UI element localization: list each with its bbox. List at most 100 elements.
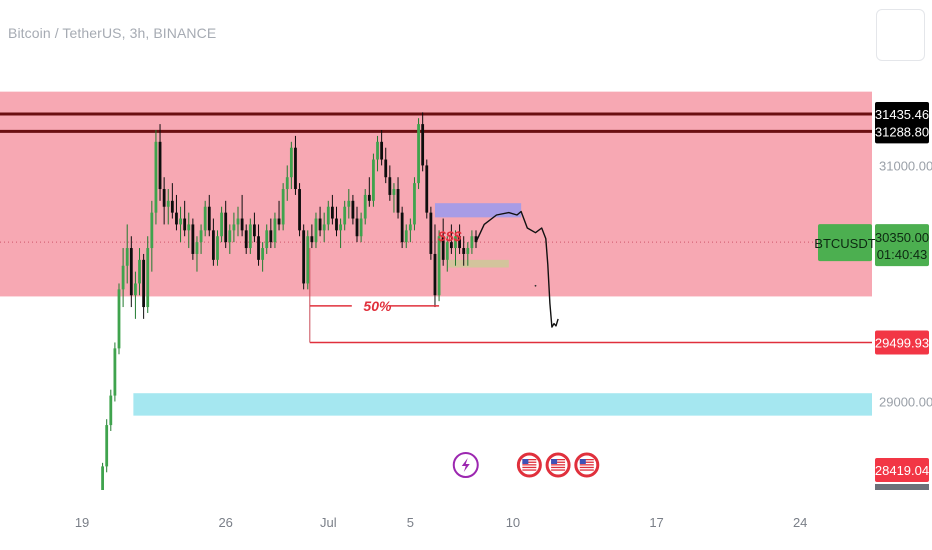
us-flag-icon-stripe	[551, 464, 566, 466]
chart-widget-button[interactable]	[876, 9, 925, 61]
candle-body	[170, 200, 174, 213]
candle	[134, 271, 137, 319]
candle-body	[207, 206, 211, 231]
candle-body	[232, 224, 236, 231]
symbol-tag-box	[818, 224, 872, 262]
candle-body	[253, 224, 256, 237]
candle	[117, 283, 121, 355]
candle	[359, 212, 363, 243]
candle	[175, 194, 178, 231]
candle	[125, 224, 129, 284]
candle	[269, 218, 273, 249]
us-flag-icon-stripe	[551, 461, 566, 463]
candle-body	[162, 189, 166, 207]
candle	[220, 206, 223, 243]
candle	[253, 212, 256, 243]
candle	[367, 177, 371, 207]
us-flag-icon	[516, 452, 542, 478]
symbol-tag-text: BTCUSDT	[814, 236, 875, 251]
candle	[347, 189, 351, 219]
candle-body	[314, 218, 318, 243]
price-tag: 28419.04	[875, 458, 929, 483]
candle	[228, 224, 232, 254]
liquidity-label: $$$	[437, 228, 462, 244]
candle	[449, 224, 453, 254]
candle	[380, 130, 384, 166]
chart-title: Bitcoin / TetherUS, 3h, BINANCE	[8, 25, 217, 41]
candle-body	[228, 230, 232, 243]
candle-body	[384, 159, 388, 178]
candle	[314, 212, 318, 249]
time-axis-label: 26	[218, 515, 232, 530]
candle-body	[326, 206, 330, 225]
candle	[351, 194, 355, 225]
purple-box	[434, 203, 522, 218]
projection-path	[475, 210, 559, 328]
candle-body	[117, 289, 121, 349]
candle	[224, 200, 228, 249]
candle-body	[142, 259, 146, 308]
candle-body	[413, 183, 416, 225]
candle	[384, 147, 388, 184]
candle-body	[376, 141, 379, 160]
events-layer	[452, 452, 600, 478]
candle-body	[359, 218, 363, 237]
candle-body	[289, 147, 293, 178]
lightning-icon	[452, 452, 479, 478]
time-axis-label: 24	[793, 515, 807, 530]
candle-body	[187, 224, 191, 231]
us-flag-icon-canton	[522, 459, 529, 464]
candle	[294, 135, 297, 195]
candle	[388, 165, 392, 201]
candle-body	[240, 218, 244, 231]
candle	[298, 183, 301, 237]
price-tag-text: 28419.04	[875, 463, 929, 478]
us-flag-icon-stripe	[522, 461, 537, 463]
candle	[113, 342, 117, 402]
candle-body	[294, 147, 297, 190]
candle	[474, 230, 478, 249]
candle-body	[363, 194, 367, 219]
candle	[195, 236, 199, 272]
candle-body	[224, 212, 228, 243]
candle	[355, 206, 359, 243]
candle-body	[306, 236, 310, 284]
candle-body	[466, 248, 470, 254]
candle-body	[134, 283, 137, 296]
candle	[273, 212, 277, 249]
candle-body	[396, 189, 400, 213]
tan-box	[447, 259, 509, 268]
candle	[429, 206, 433, 260]
demand-zone	[133, 393, 873, 416]
candle	[158, 124, 162, 201]
candle	[445, 236, 449, 272]
axes-layer: 19 26 Jul 5 10 17 24 31000.00 29000.00	[75, 158, 932, 530]
candle	[462, 236, 466, 266]
candle	[121, 248, 125, 308]
last-price-tag: 30350.00 01:40:43	[875, 224, 929, 267]
candle-body	[458, 236, 461, 249]
candle	[372, 153, 375, 207]
candle	[326, 200, 330, 231]
candle-body	[244, 230, 248, 249]
candle	[425, 159, 429, 219]
candle-body	[236, 218, 240, 225]
candle	[310, 224, 314, 249]
candle	[421, 112, 425, 172]
candle	[396, 177, 400, 219]
candle	[101, 462, 104, 490]
candle	[179, 206, 182, 243]
candle	[105, 419, 109, 473]
candle	[129, 236, 133, 308]
candle	[170, 183, 174, 219]
us-flag-icon-canton	[551, 459, 558, 464]
price-tag: 31288.80	[875, 119, 929, 144]
candle-body	[109, 395, 113, 426]
candle	[138, 248, 141, 296]
candle	[306, 230, 310, 290]
candle	[142, 253, 146, 319]
candle-body	[429, 212, 433, 254]
candle-body	[183, 218, 187, 231]
candle	[433, 224, 437, 308]
